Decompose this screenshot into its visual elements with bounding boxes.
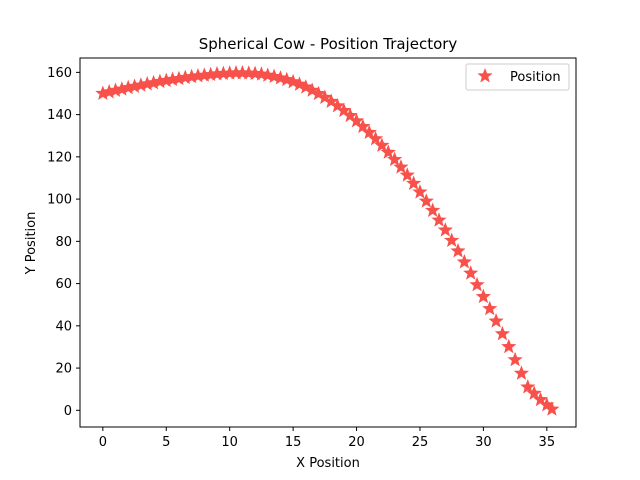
x-tick-label: 0 (99, 435, 107, 450)
data-point (291, 76, 308, 91)
legend-box (465, 63, 570, 91)
legend-star-marker (477, 68, 493, 83)
data-point (177, 69, 193, 85)
data-point (304, 82, 320, 97)
y-axis: 0 20 40 60 80 100 120 140 160 (47, 66, 80, 419)
data-point (386, 151, 403, 167)
data-point (450, 243, 466, 258)
data-point (152, 73, 168, 89)
data-point (285, 73, 301, 89)
data-point (463, 265, 479, 280)
y-tick-label: 120 (47, 150, 72, 165)
data-point (380, 144, 396, 159)
data-point (456, 254, 472, 269)
data-point (361, 124, 377, 140)
data-point (171, 70, 187, 86)
data-point (234, 65, 250, 80)
y-tick-label: 40 (55, 319, 72, 334)
data-point (355, 118, 371, 134)
chart-title: Spherical Cow - Position Trajectory (199, 35, 458, 53)
data-point (196, 67, 212, 82)
y-tick-label: 160 (47, 66, 72, 81)
data-point (406, 175, 422, 190)
legend-entry-label: Position (510, 70, 561, 85)
data-point (209, 66, 225, 81)
x-tick-label: 20 (348, 435, 365, 450)
data-point (165, 71, 181, 87)
x-tick-label: 15 (285, 435, 302, 450)
data-point (114, 81, 130, 96)
data-point (501, 338, 517, 354)
data-point (298, 79, 314, 94)
x-tick-label: 35 (539, 435, 556, 450)
x-axis-label: X Position (296, 456, 360, 471)
y-axis-label: Y Position (24, 212, 39, 276)
data-point (399, 167, 415, 182)
data-point (469, 276, 485, 292)
data-point (393, 159, 409, 174)
y-tick-label: 20 (55, 362, 72, 377)
data-point (139, 75, 155, 91)
data-point (329, 97, 346, 113)
y-tick-label: 80 (55, 235, 72, 250)
data-point (120, 79, 136, 95)
data-point (444, 232, 460, 247)
y-tick-label: 140 (47, 108, 72, 123)
data-point (494, 325, 511, 341)
data-point (526, 385, 542, 400)
data-point (203, 66, 219, 82)
legend: Position (465, 63, 570, 91)
data-point (310, 85, 327, 101)
data-point (539, 397, 555, 412)
data-point (336, 102, 352, 118)
x-axis: 0 5 10 15 20 25 30 35 (99, 427, 555, 450)
data-point (107, 82, 124, 97)
data-point (544, 401, 560, 416)
data-point (145, 74, 162, 90)
data-point (418, 193, 434, 208)
data-point (482, 300, 498, 316)
data-point (367, 130, 384, 146)
data-point (158, 72, 174, 88)
data-point (241, 65, 257, 80)
y-tick-label: 100 (47, 193, 72, 208)
legend-star-icon (477, 68, 493, 83)
data-point (247, 65, 263, 81)
x-tick-label: 5 (162, 435, 170, 450)
data-point (513, 365, 530, 380)
data-point (532, 391, 549, 407)
data-point (190, 67, 206, 83)
data-point (228, 65, 244, 80)
data-point (101, 84, 117, 99)
axes-frame (79, 57, 577, 428)
data-point (507, 351, 523, 367)
data-point (323, 93, 339, 108)
data-point (317, 89, 333, 104)
data-point (431, 212, 447, 227)
data-point (222, 65, 238, 80)
data-point (425, 202, 441, 217)
plot-area (95, 65, 560, 416)
data-point (279, 71, 295, 87)
data-point (126, 78, 143, 93)
data-point (184, 68, 200, 84)
data-point (488, 313, 504, 328)
x-tick-label: 25 (412, 435, 429, 450)
data-point (133, 77, 149, 92)
data-point (520, 379, 536, 394)
y-tick-label: 60 (55, 277, 72, 292)
data-point (342, 107, 358, 123)
data-point (374, 137, 390, 152)
data-point (348, 112, 365, 128)
data-point (437, 222, 453, 237)
data-point (475, 288, 491, 304)
x-tick-label: 30 (475, 435, 492, 450)
data-point (412, 184, 428, 199)
y-tick-label: 0 (64, 404, 72, 419)
data-point (215, 65, 231, 81)
x-tick-label: 10 (221, 435, 238, 450)
data-point (95, 85, 111, 100)
